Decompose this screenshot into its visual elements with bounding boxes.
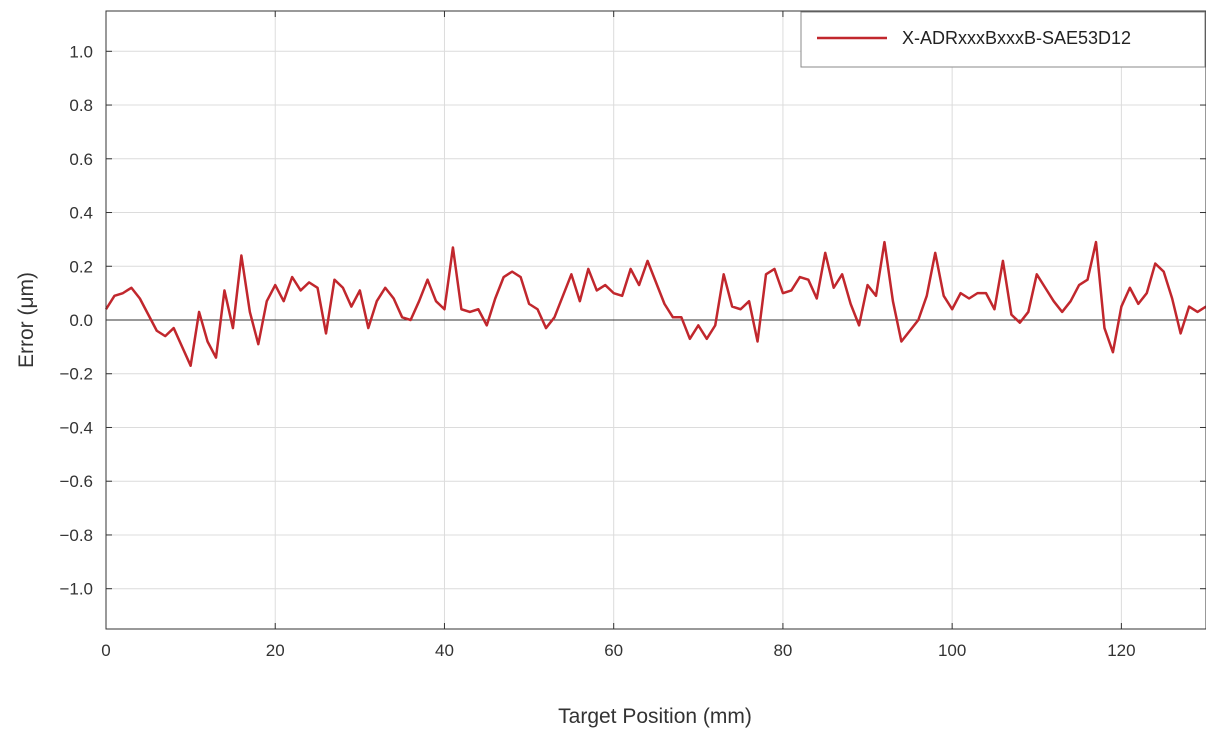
y-tick-label: −0.8 bbox=[59, 526, 93, 545]
y-tick-label: −0.6 bbox=[59, 472, 93, 491]
y-tick-label: −0.2 bbox=[59, 365, 93, 384]
y-ticks: −1.0 −0.8 −0.6 −0.4 −0.2 0.0 0.2 0.4 0.6 0.8 1.0 bbox=[59, 42, 1206, 599]
series-group bbox=[104, 240, 1206, 367]
y-tick-label: 0.2 bbox=[69, 257, 93, 276]
series-line bbox=[104, 240, 1206, 367]
x-tick-label: 120 bbox=[1107, 641, 1135, 660]
y-tick-label: 0.8 bbox=[69, 96, 93, 115]
legend-box bbox=[800, 11, 1206, 68]
x-tick-label: 60 bbox=[604, 641, 623, 660]
x-tick-label: 40 bbox=[435, 641, 454, 660]
x-ticks: 0 20 40 60 80 100 120 bbox=[101, 11, 1136, 660]
y-axis-title: Error (μm) bbox=[15, 272, 38, 368]
legend-label: X-ADRxxxBxxxB-SAE53D12 bbox=[902, 28, 1131, 48]
y-tick-label: −0.4 bbox=[59, 418, 93, 437]
y-tick-label: 0.0 bbox=[69, 311, 93, 330]
y-tick-label: −1.0 bbox=[59, 580, 93, 599]
x-tick-label: 20 bbox=[266, 641, 285, 660]
legend: X-ADRxxxBxxxB-SAE53D12 bbox=[800, 11, 1206, 68]
x-tick-label: 80 bbox=[773, 641, 792, 660]
y-tick-label: 0.4 bbox=[69, 204, 93, 223]
y-tick-label: 1.0 bbox=[69, 42, 93, 61]
x-tick-label: 0 bbox=[101, 641, 110, 660]
x-axis-title: Target Position (mm) bbox=[558, 705, 752, 728]
x-tick-label: 100 bbox=[938, 641, 966, 660]
y-tick-label: 0.6 bbox=[69, 150, 93, 169]
